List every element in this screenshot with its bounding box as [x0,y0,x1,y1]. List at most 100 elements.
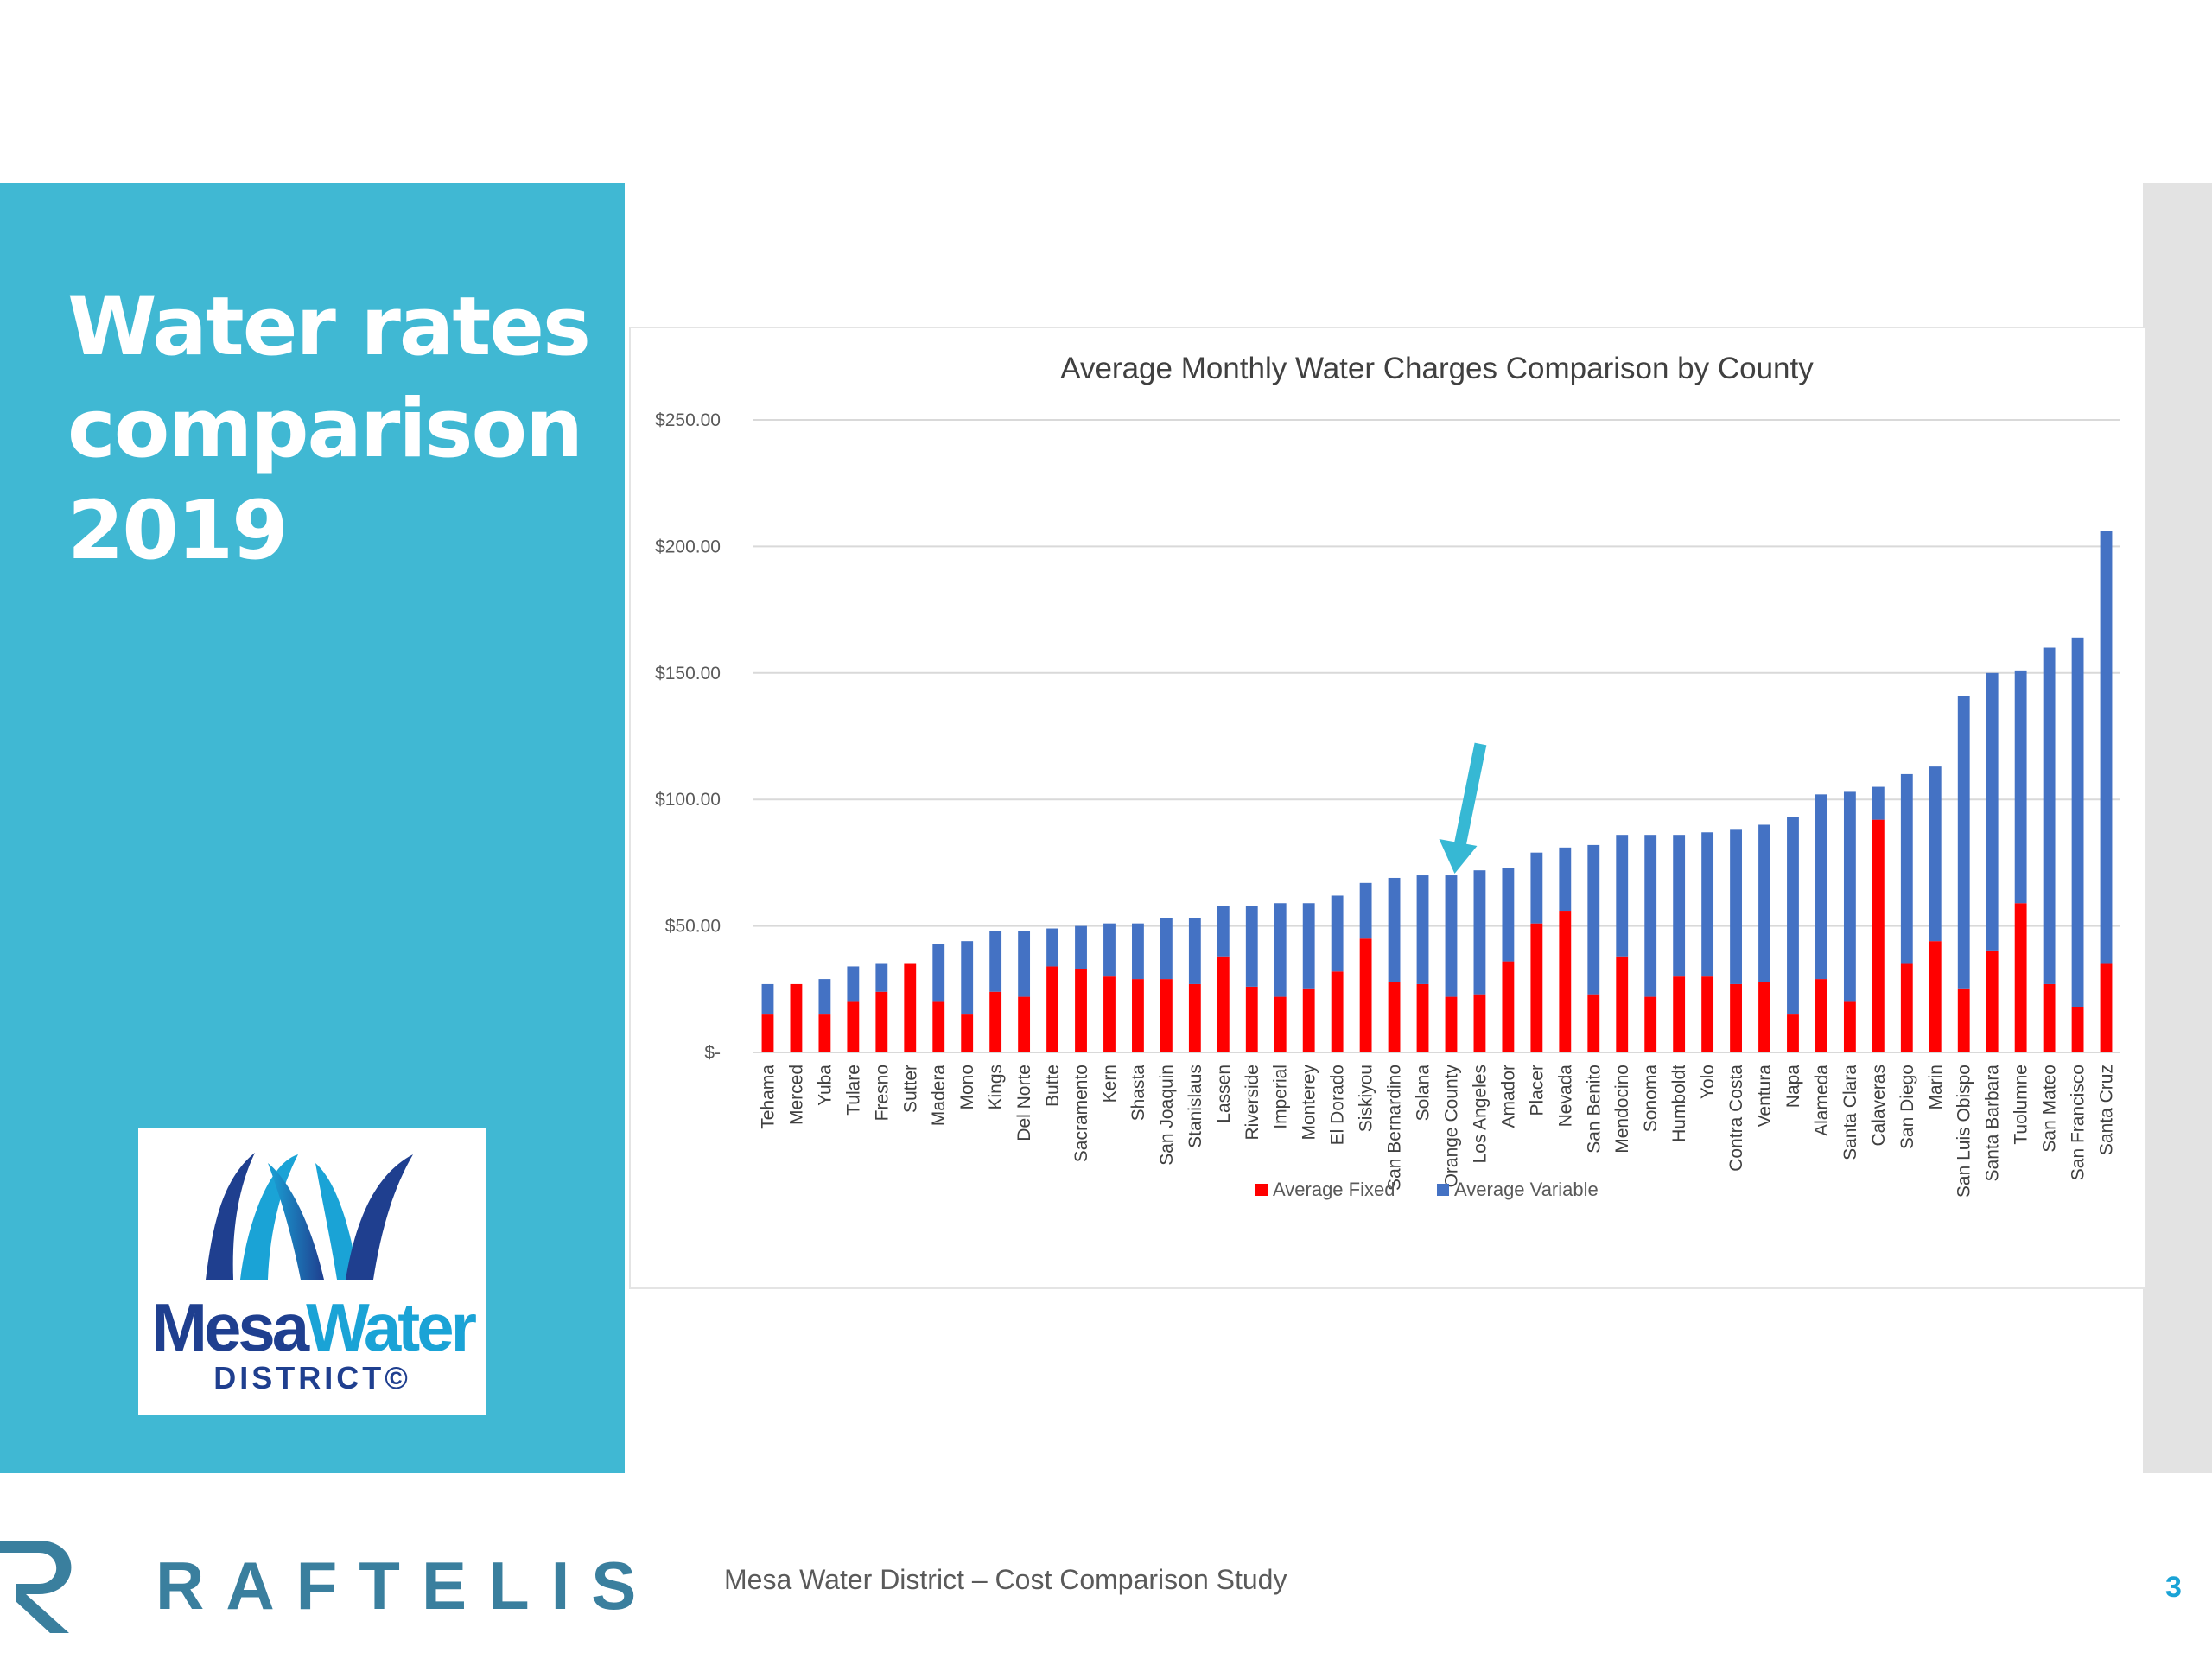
bar-variable [1644,835,1657,997]
slide-title: Water rates comparison 2019 [67,276,603,582]
bar-variable [1673,835,1686,977]
bar-variable [1160,918,1173,980]
bar-variable [1075,925,1087,969]
bar-variable [1730,830,1742,984]
slide-title-line-2: comparison [67,382,583,476]
bar-variable [1302,903,1315,989]
bar-variable [1274,903,1287,997]
bar-fixed [2100,963,2113,1052]
x-tick-label: Yuba [815,1065,835,1106]
bar-fixed [1787,1014,1799,1052]
bar-variable [1929,766,1942,942]
bar-fixed [1388,982,1401,1052]
legend-label: Average Variable [1454,1179,1599,1200]
bar-fixed [1445,996,1458,1052]
bar-fixed [847,1001,860,1052]
x-tick-label: Merced [786,1065,806,1125]
bar-variable [1445,875,1458,997]
x-tick-label: San Diego [1897,1065,1917,1149]
bar-fixed [961,1014,974,1052]
slide-title-line-1: Water rates [67,280,591,374]
bar-variable [1900,773,1913,964]
bar-variable [2043,647,2056,984]
x-tick-label: Tulare [843,1065,863,1116]
bar-variable [1132,923,1144,980]
bar-variable [875,963,888,992]
bar-variable [1616,835,1629,957]
bar-fixed [932,1001,945,1052]
bar-variable [2071,637,2084,1007]
x-tick-label: Kern [1100,1065,1120,1103]
footer-brand: RAFTELIS [156,1548,658,1624]
x-tick-label: Siskiyou [1357,1065,1376,1132]
y-tick-label: $250.00 [655,410,721,430]
bar-variable [1217,906,1230,957]
x-tick-label: Imperial [1271,1065,1291,1129]
bar-fixed [1701,976,1714,1052]
bar-variable [1018,931,1031,997]
bar-fixed [1530,923,1543,1052]
footer-text: Mesa Water District – Cost Comparison St… [724,1564,1287,1595]
y-tick-label: $- [704,1043,721,1063]
bar-fixed [1046,966,1058,1052]
bar-variable [761,983,774,1015]
x-tick-label: Napa [1783,1065,1803,1109]
x-tick-label: Riverside [1243,1065,1262,1141]
y-tick-label: $50.00 [665,917,721,937]
bar-variable [2100,531,2113,964]
bar-variable [1188,918,1201,984]
bar-fixed [1160,979,1173,1052]
bar-variable [1986,672,1999,951]
bar-variable [1587,844,1600,995]
x-tick-label: Calaveras [1869,1065,1889,1147]
x-tick-label: Santa Cruz [2097,1065,2117,1155]
bar-fixed [1872,819,1885,1052]
x-tick-label: Del Norte [1014,1065,1034,1141]
chart-container: Average Monthly Water Charges Comparison… [629,327,2146,1289]
bar-fixed [1957,988,1970,1052]
x-tick-label: Monterey [1300,1065,1319,1141]
bar-fixed [1730,983,1742,1052]
x-tick-label: Solana [1414,1065,1433,1122]
x-tick-label: Mono [957,1065,977,1110]
logo-name-mesa: Mesa [151,1289,309,1365]
bar-fixed [1188,983,1201,1052]
bar-fixed [1217,956,1230,1052]
bar-fixed [1929,941,1942,1052]
bar-fixed [1587,994,1600,1052]
x-tick-label: Yolo [1698,1065,1718,1099]
x-tick-label: Lassen [1214,1065,1234,1123]
x-tick-label: San Benito [1584,1065,1604,1154]
bar-variable [1331,895,1344,972]
bar-variable [932,944,945,1002]
x-tick-label: Santa Clara [1840,1065,1860,1160]
stacked-bar-chart: Average Monthly Water Charges Comparison… [655,352,2120,1200]
y-tick-label: $200.00 [655,537,721,556]
bar-variable [818,979,831,1015]
bar-fixed [1331,971,1344,1052]
x-tick-label: Sonoma [1641,1065,1661,1133]
x-tick-label: San Bernardino [1385,1065,1405,1191]
bar-fixed [1815,979,1827,1052]
x-tick-label: Sacramento [1071,1065,1091,1162]
bar-fixed [1616,956,1629,1052]
logo-name: MesaWater [138,1293,486,1362]
legend-label: Average Fixed [1273,1179,1395,1200]
bar-fixed [1075,969,1087,1052]
legend-swatch [1437,1184,1449,1196]
bar-variable [1530,852,1543,924]
bar-variable [1815,794,1827,980]
x-tick-label: San Francisco [2069,1065,2088,1180]
x-tick-label: Nevada [1555,1065,1575,1128]
x-tick-label: Los Angeles [1470,1065,1490,1163]
bar-variable [1843,791,1856,1002]
bar-variable [1245,906,1258,987]
raftelis-r-icon [0,1541,72,1633]
bar-variable [1046,928,1058,967]
bar-variable [1787,817,1799,1015]
bar-fixed [1644,996,1657,1052]
bar-fixed [1018,996,1031,1052]
x-tick-label: Tehama [758,1065,778,1129]
bar-variable [1957,696,1970,989]
bar-variable [989,931,1002,992]
